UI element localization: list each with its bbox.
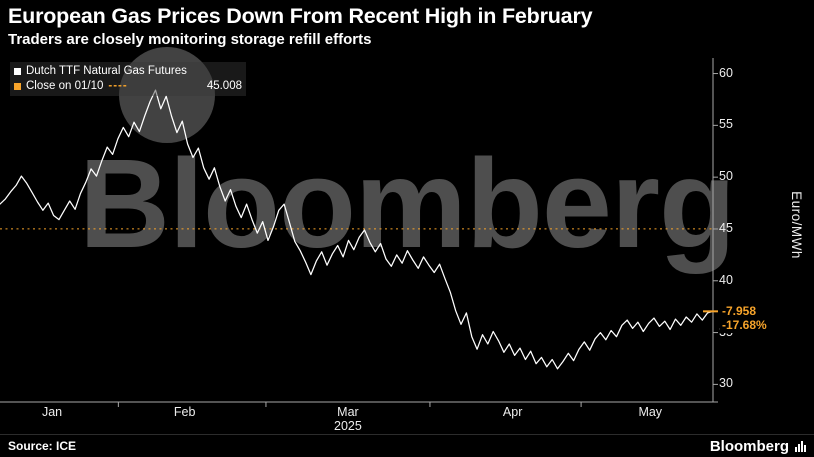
footer: Source: ICE Bloomberg — [0, 434, 814, 457]
x-tick-label-mar: Mar — [337, 405, 359, 419]
y-axis-title: Euro/MWh — [789, 191, 804, 259]
reference-value: 45.008 — [206, 80, 242, 92]
chart-title: European Gas Prices Down From Recent Hig… — [8, 4, 593, 28]
x-tick-label-apr: Apr — [502, 405, 523, 419]
x-tick-label-feb: Feb — [173, 405, 196, 419]
bloomberg-watermark: Bloomberg — [78, 133, 736, 274]
x-axis-year-label: 2025 — [334, 419, 362, 433]
source-label: Source: ICE — [8, 439, 77, 453]
y-tick-label-40: 40 — [719, 272, 733, 287]
bloomberg-logo: Bloomberg — [710, 438, 806, 455]
chart-subtitle: Traders are closely monitoring storage r… — [8, 31, 372, 48]
net-change-label: -7.958 — [722, 304, 757, 319]
y-tick-label-55: 55 — [719, 117, 733, 132]
chart-legend: Dutch TTF Natural Gas Futures Close on 0… — [10, 62, 246, 96]
reference-label: Close on 01/10 — [26, 80, 104, 92]
bloomberg-logo-text: Bloomberg — [709, 437, 789, 455]
series-label: Dutch TTF Natural Gas Futures — [26, 65, 187, 77]
series-swatch-icon — [14, 68, 21, 75]
bloomberg-terminal-bars-icon — [795, 440, 806, 452]
legend-series-row: Dutch TTF Natural Gas Futures — [14, 64, 242, 79]
legend-reference-row: Close on 01/10 ---- 45.008 — [14, 79, 242, 94]
reference-dash-icon: ---- — [108, 80, 128, 92]
x-tick-label-jan: Jan — [41, 405, 63, 419]
percent-change-label: -17.68% — [722, 318, 767, 333]
x-tick-label-may: May — [638, 405, 663, 419]
last-price-annotations: -7.958 -17.68% — [720, 303, 769, 334]
reference-swatch-icon — [14, 83, 21, 90]
y-tick-label-30: 30 — [719, 376, 733, 391]
y-tick-label-60: 60 — [719, 65, 733, 80]
